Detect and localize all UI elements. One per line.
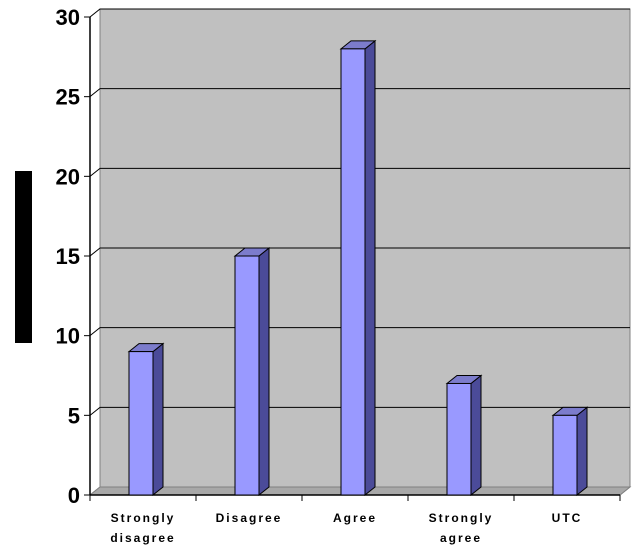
- bar-front: [446, 382, 472, 496]
- y-tick-label: 5: [68, 403, 80, 428]
- gridline: [89, 327, 630, 337]
- x-category-labels: Strongly disagree Disagree Agree Strongly agr…: [110, 511, 583, 545]
- y-tick-label: 25: [56, 85, 80, 110]
- x-category-label: Strongly: [429, 511, 494, 525]
- bar-side: [152, 342, 164, 497]
- y-tick-label: 30: [56, 5, 80, 30]
- bar-side: [576, 406, 588, 497]
- bar: [551, 406, 589, 497]
- bar-side: [364, 39, 376, 497]
- bar: [445, 374, 483, 497]
- gridline: [89, 247, 630, 257]
- bar-side: [470, 374, 482, 497]
- gridline: [89, 8, 630, 18]
- x-category-label: Disagree: [216, 511, 283, 525]
- bar-front: [234, 255, 260, 496]
- bar: [127, 342, 165, 497]
- bar-side: [258, 246, 270, 497]
- y-tick-label: 10: [56, 324, 80, 349]
- y-tick-labels: 0 5 10 15 20 25 30: [56, 5, 80, 508]
- x-category-label: Agree: [333, 511, 377, 525]
- bar: [233, 246, 271, 497]
- y-tick-label: 15: [56, 244, 80, 269]
- bar-front: [128, 351, 154, 496]
- gridline: [89, 88, 630, 98]
- bar-front: [552, 414, 578, 496]
- bar-front: [340, 48, 366, 496]
- gridline: [89, 167, 630, 177]
- bar: [339, 39, 377, 497]
- x-category-label: Strongly: [111, 511, 176, 525]
- bars: [127, 39, 589, 497]
- y-tick-label: 0: [68, 483, 80, 508]
- y-tick-label: 20: [56, 164, 80, 189]
- x-category-label: UTC: [552, 511, 583, 525]
- ylabel-block: [15, 171, 32, 343]
- x-category-label: disagree: [110, 531, 175, 545]
- x-category-label: agree: [440, 531, 482, 545]
